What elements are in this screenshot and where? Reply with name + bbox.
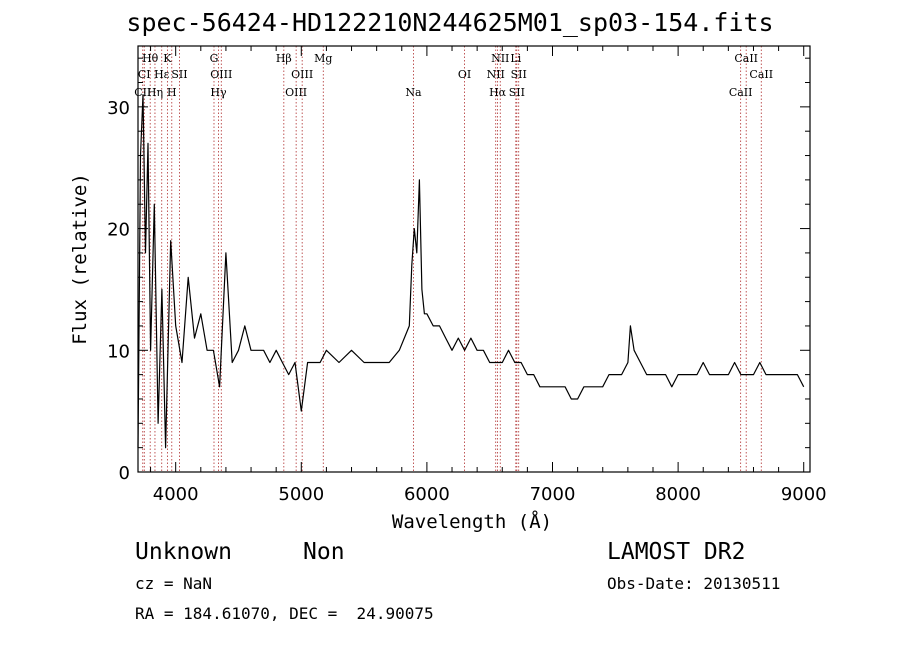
subclass-text: Non xyxy=(303,539,345,565)
y-axis-label: Flux (relative) xyxy=(69,173,91,345)
x-tick-label-2: 6000 xyxy=(404,484,450,505)
line-label-15: Na xyxy=(405,86,422,99)
line-label-17: NII xyxy=(491,52,509,65)
x-tick-label-1: 5000 xyxy=(278,484,324,505)
line-label-2: CII xyxy=(134,86,151,99)
line-label-24: CaII xyxy=(749,68,773,81)
spectrum-line-0 xyxy=(137,94,805,449)
class-text: Unknown xyxy=(135,539,232,565)
line-label-21: SII xyxy=(511,68,527,81)
x-axis-label: Wavelength (Å) xyxy=(392,510,552,533)
y-tick-label-3: 30 xyxy=(107,98,130,119)
radec-text: RA = 184.61070, DEC = 24.90075 xyxy=(135,604,434,623)
survey-text: LAMOST DR2 xyxy=(607,539,746,565)
line-label-11: Hβ xyxy=(276,52,292,65)
line-label-22: SII xyxy=(509,86,525,99)
spectrum-series xyxy=(137,94,805,449)
cz-text: cz = NaN xyxy=(135,574,213,593)
line-label-25: CaII xyxy=(729,86,753,99)
line-label-7: H xyxy=(167,86,177,99)
x-tick-label-3: 7000 xyxy=(530,484,576,505)
line-label-0: Hθ xyxy=(142,52,159,65)
x-tick-label-4: 8000 xyxy=(655,484,701,505)
line-label-3: Hε xyxy=(154,68,170,81)
x-tick-label-0: 4000 xyxy=(153,484,199,505)
line-label-18: NII xyxy=(487,68,505,81)
line-label-4: Hη xyxy=(147,86,163,99)
line-label-23: CaII xyxy=(734,52,758,65)
y-tick-label-0: 0 xyxy=(119,463,130,484)
line-label-20: Li xyxy=(510,52,521,65)
line-label-1: CI xyxy=(138,68,151,81)
line-label-8: G xyxy=(210,52,219,65)
line-label-5: K xyxy=(163,52,172,65)
line-labels: HθCICIIHεHηKSIIHGOIIIHγHβOIIIOIIIMgNaOIN… xyxy=(134,52,773,99)
line-markers xyxy=(142,46,762,472)
plot-frame xyxy=(137,45,811,473)
line-label-19: Hα xyxy=(489,86,507,99)
line-label-13: OIII xyxy=(285,86,307,99)
line-label-9: OIII xyxy=(210,68,232,81)
x-tick-label-5: 9000 xyxy=(781,484,827,505)
y-tick-label-1: 10 xyxy=(107,341,130,362)
axis-tick-labels: 4000 5000 6000 7000 8000 9000 0 10 20 30 xyxy=(107,98,827,505)
line-label-10: Hγ xyxy=(210,86,227,99)
line-label-16: OI xyxy=(458,68,471,81)
chart-title: spec-56424-HD122210N244625M01_sp03-154.f… xyxy=(126,8,774,37)
line-label-6: SII xyxy=(171,68,187,81)
obs-date-text: Obs-Date: 20130511 xyxy=(607,574,781,593)
axis-ticks xyxy=(138,46,810,473)
y-tick-label-2: 20 xyxy=(107,220,130,241)
line-label-14: Mg xyxy=(314,52,332,65)
line-label-12: OIII xyxy=(291,68,313,81)
